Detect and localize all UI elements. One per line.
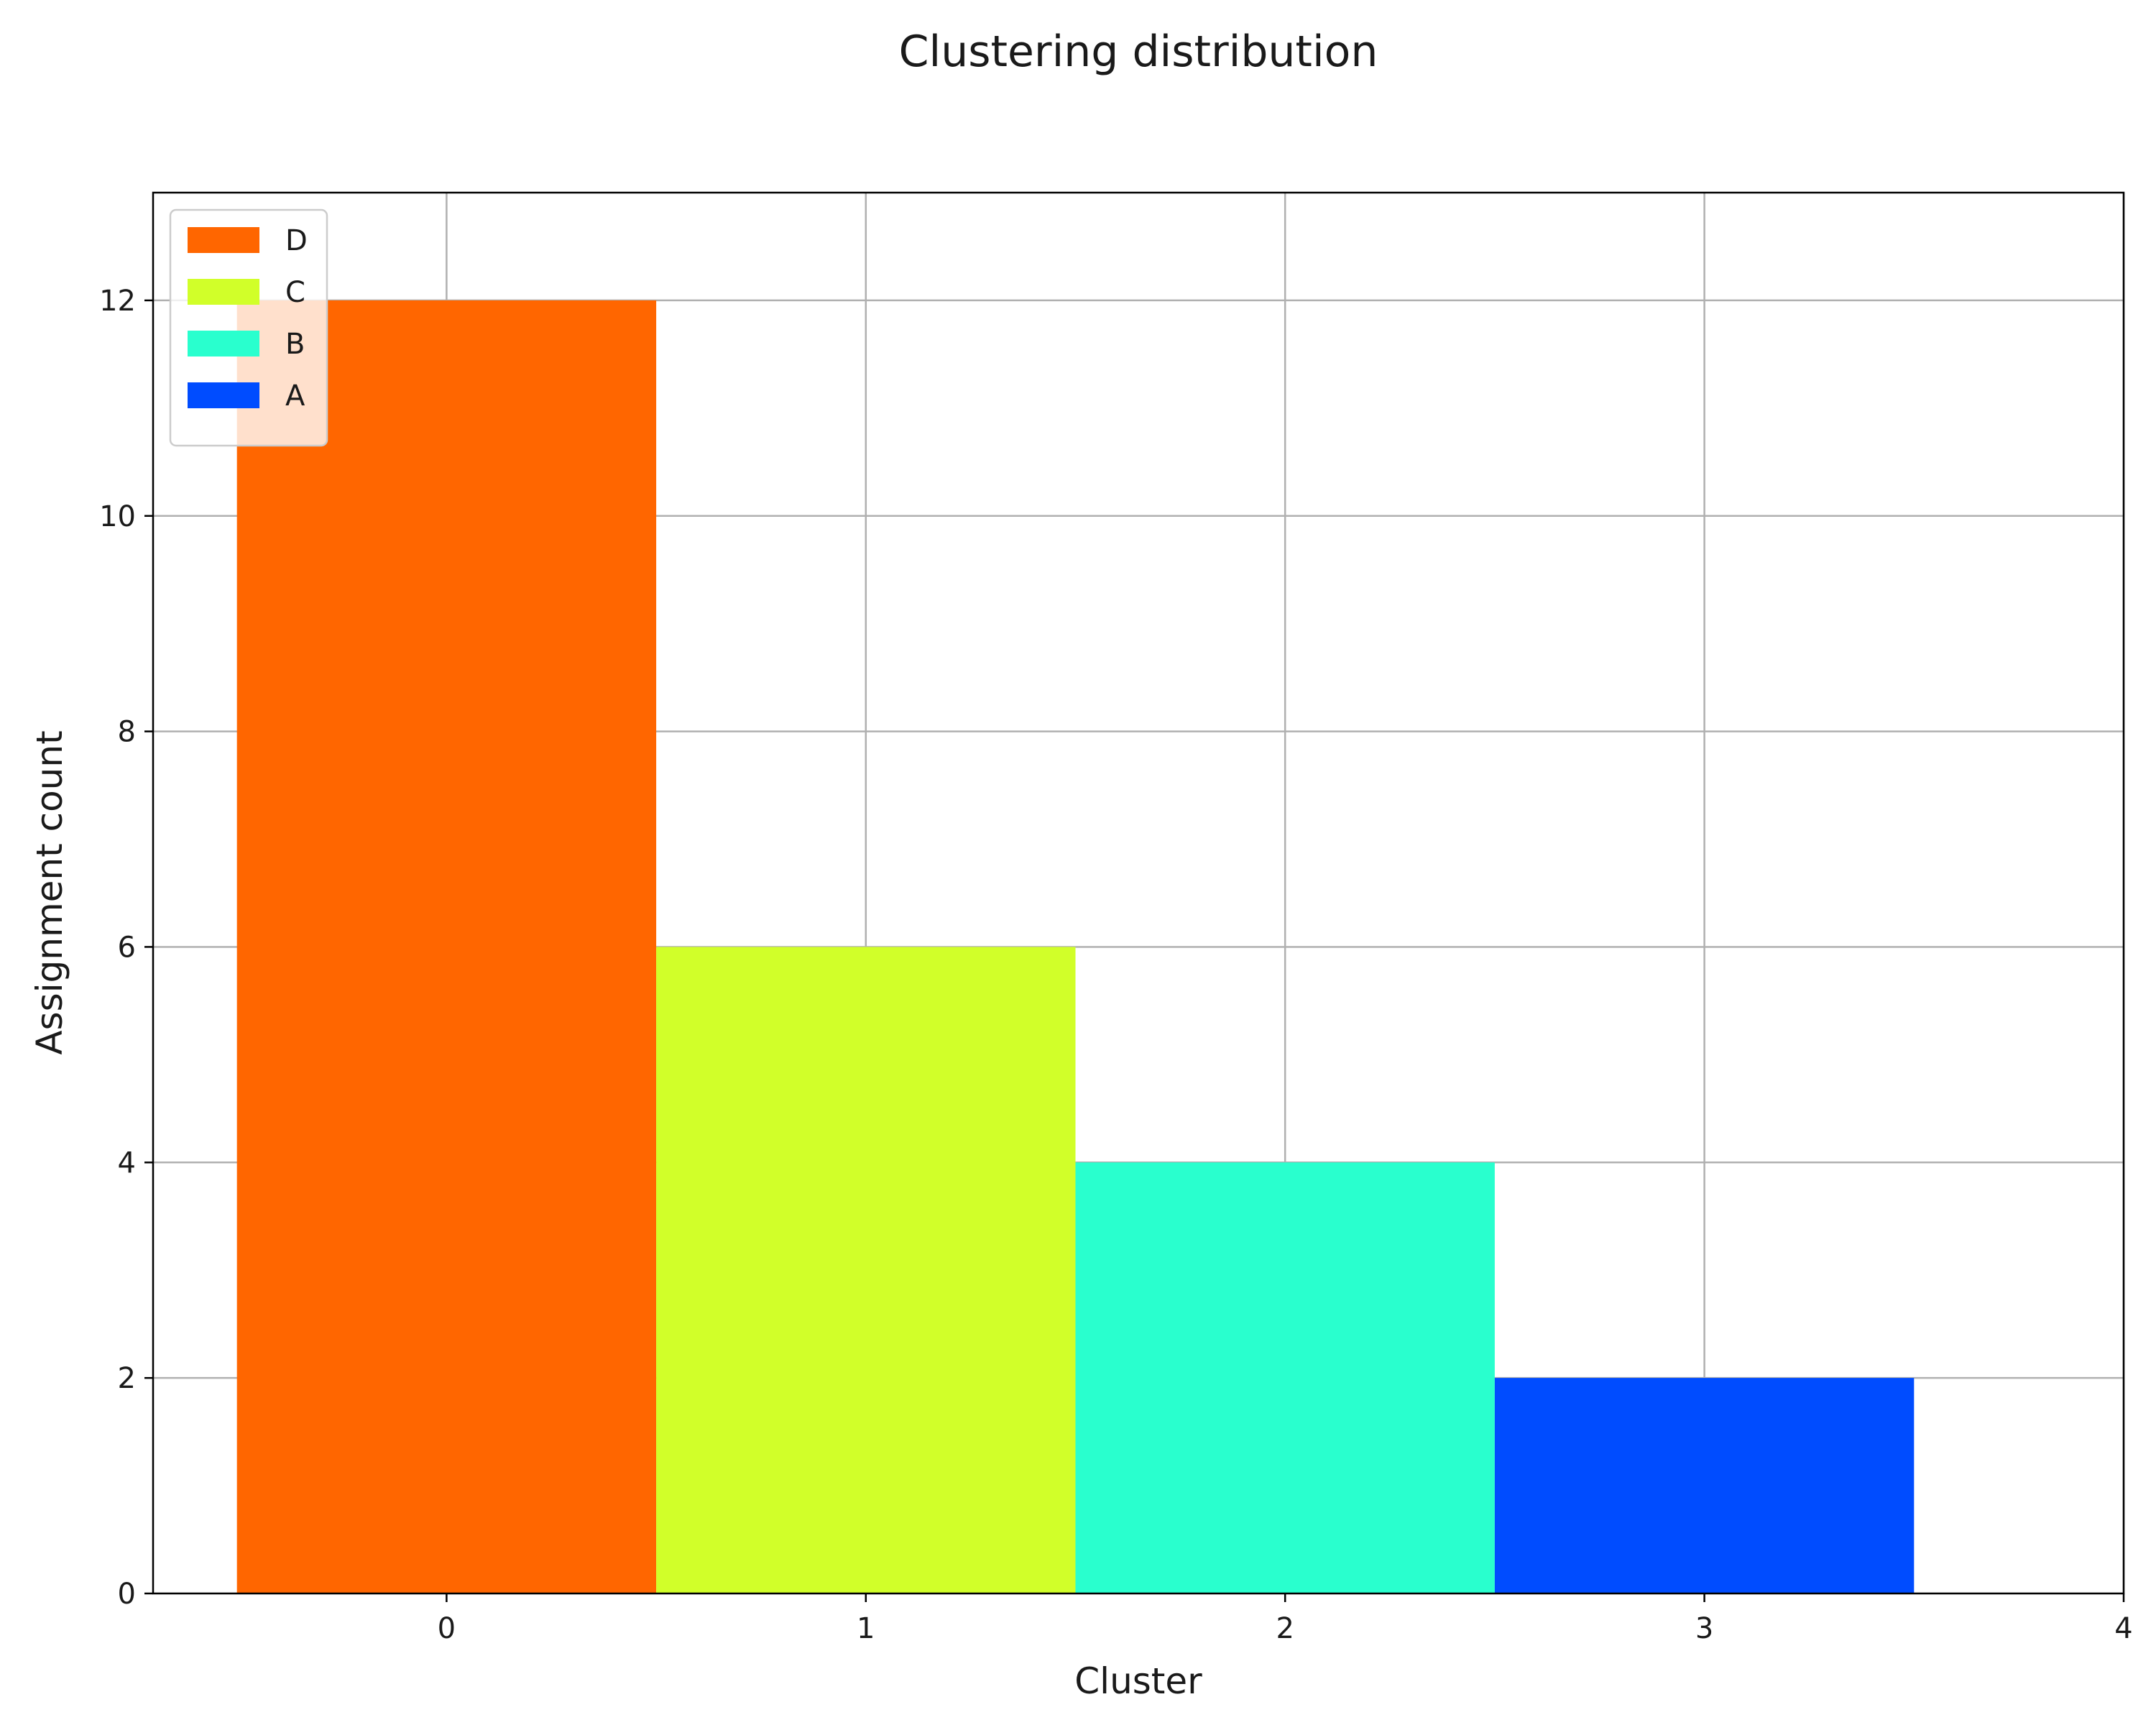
bar-A (1494, 1378, 1915, 1593)
legend-swatch-B (188, 331, 259, 356)
plot-frame (152, 191, 2125, 1595)
legend-label-D: D (285, 224, 308, 257)
y-axis-label: Assignment count (29, 730, 70, 1054)
y-tick-label: 2 (118, 1362, 136, 1395)
x-tick-label: 4 (2114, 1612, 2132, 1645)
chart-title: Clustering distribution (899, 27, 1378, 77)
x-tick-label: 0 (438, 1612, 456, 1645)
y-tick-label: 12 (99, 285, 136, 318)
legend-swatch-D (188, 227, 259, 253)
y-tick-label: 4 (118, 1146, 136, 1179)
x-tick-label: 3 (1695, 1612, 1713, 1645)
legend-label-A: A (285, 380, 305, 413)
legend-swatch-C (188, 279, 259, 305)
x-tick-label: 2 (1276, 1612, 1294, 1645)
y-tick-label: 6 (118, 931, 136, 964)
x-tick-label: 1 (857, 1612, 875, 1645)
y-tick-label: 0 (118, 1578, 136, 1611)
bar-B (1075, 1162, 1495, 1593)
y-tick-label: 10 (99, 500, 136, 533)
bar-C (656, 947, 1076, 1593)
bar-D (236, 300, 657, 1593)
y-tick-label: 8 (118, 716, 136, 749)
x-axis-label: Cluster (1074, 1660, 1202, 1702)
legend-swatch-A (188, 382, 259, 408)
bars (236, 300, 1915, 1593)
legend-label-C: C (285, 276, 305, 309)
legend-label-B: B (285, 328, 305, 361)
